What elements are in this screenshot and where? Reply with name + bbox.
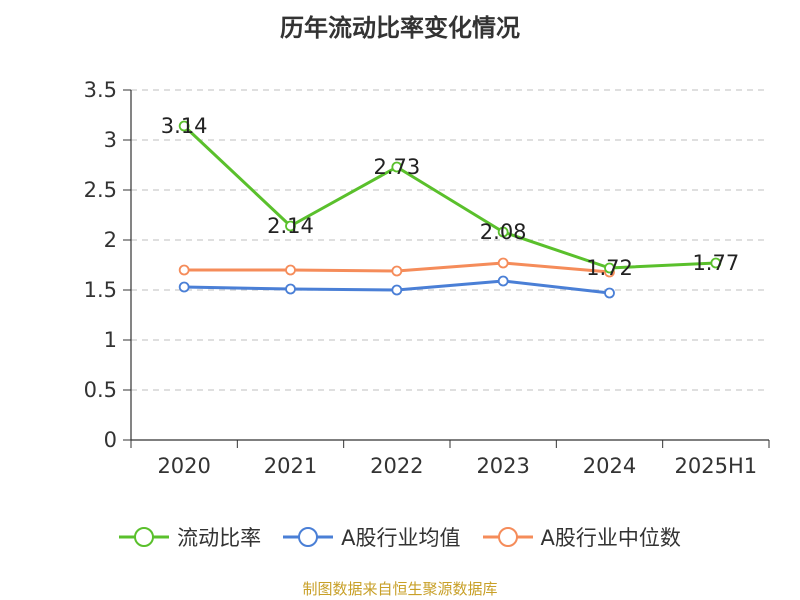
y-tick-label: 2.5	[84, 178, 117, 202]
y-tick-label: 2	[104, 228, 117, 252]
x-tick-label-2025H1: 2025H1	[675, 454, 758, 478]
x-tick-label-2021: 2021	[264, 454, 317, 478]
data-point	[391, 284, 403, 296]
data-point	[391, 265, 403, 277]
chart-title: 历年流动比率变化情况	[280, 14, 520, 42]
x-tick-label-2022: 2022	[370, 454, 423, 478]
y-tick-label: 3	[104, 128, 117, 152]
source-note: 制图数据来自恒生聚源数据库	[302, 580, 498, 598]
data-point	[285, 283, 296, 295]
y-tick-label: 1.5	[84, 278, 117, 302]
data-point	[497, 226, 509, 238]
data-label: 2.73	[373, 155, 420, 179]
grid-lines	[131, 89, 769, 391]
data-point	[178, 281, 190, 293]
data-point	[497, 257, 509, 269]
data-point	[604, 287, 615, 299]
data-point	[285, 264, 296, 276]
data-point	[178, 120, 190, 132]
legend-item[interactable]: 流动比率	[119, 522, 261, 552]
legend-item[interactable]: A股行业均值	[283, 522, 461, 552]
y-tick-label: 0.5	[84, 378, 117, 402]
legend-marker-icon	[482, 527, 533, 547]
data-label: 3.14	[161, 114, 208, 138]
legend-label: A股行业中位数	[540, 526, 681, 550]
legend: 流动比率 A股行业均值 A股行业中位数	[0, 520, 800, 554]
legend-label: 流动比率	[177, 526, 262, 550]
data-point	[285, 220, 296, 232]
x-tick-label-2023: 2023	[476, 454, 529, 478]
y-tick-label: 0	[104, 428, 117, 452]
data-point	[710, 257, 722, 269]
data-label: 2.08	[480, 220, 527, 244]
data-point	[178, 264, 190, 276]
data-point	[497, 275, 509, 287]
data-label: 2.14	[267, 214, 314, 238]
y-tick-label: 1	[104, 328, 117, 352]
x-tick-label-2024: 2024	[583, 454, 636, 478]
x-tick-label-2020: 2020	[157, 454, 210, 478]
data-label: 1.72	[586, 256, 633, 280]
data-point	[391, 161, 403, 173]
data-labels: 3.14 2.14 2.73 2.08 1.72 1.77	[161, 114, 739, 280]
legend-marker-icon	[119, 527, 170, 547]
legend-label: A股行业均值	[341, 526, 461, 550]
series-layer	[178, 120, 722, 299]
y-tick-label: 3.5	[84, 78, 117, 102]
series-line-0	[183, 124, 716, 270]
data-label: 1.77	[692, 251, 739, 275]
axes: 0 0.5 1 1.5 2 2.5 3 3.5 2020 2021 2022 2023 2024 2025…	[84, 78, 770, 478]
data-point	[604, 262, 615, 274]
legend-item[interactable]: A股行业中位数	[482, 522, 681, 552]
legend-marker-icon	[283, 527, 334, 547]
